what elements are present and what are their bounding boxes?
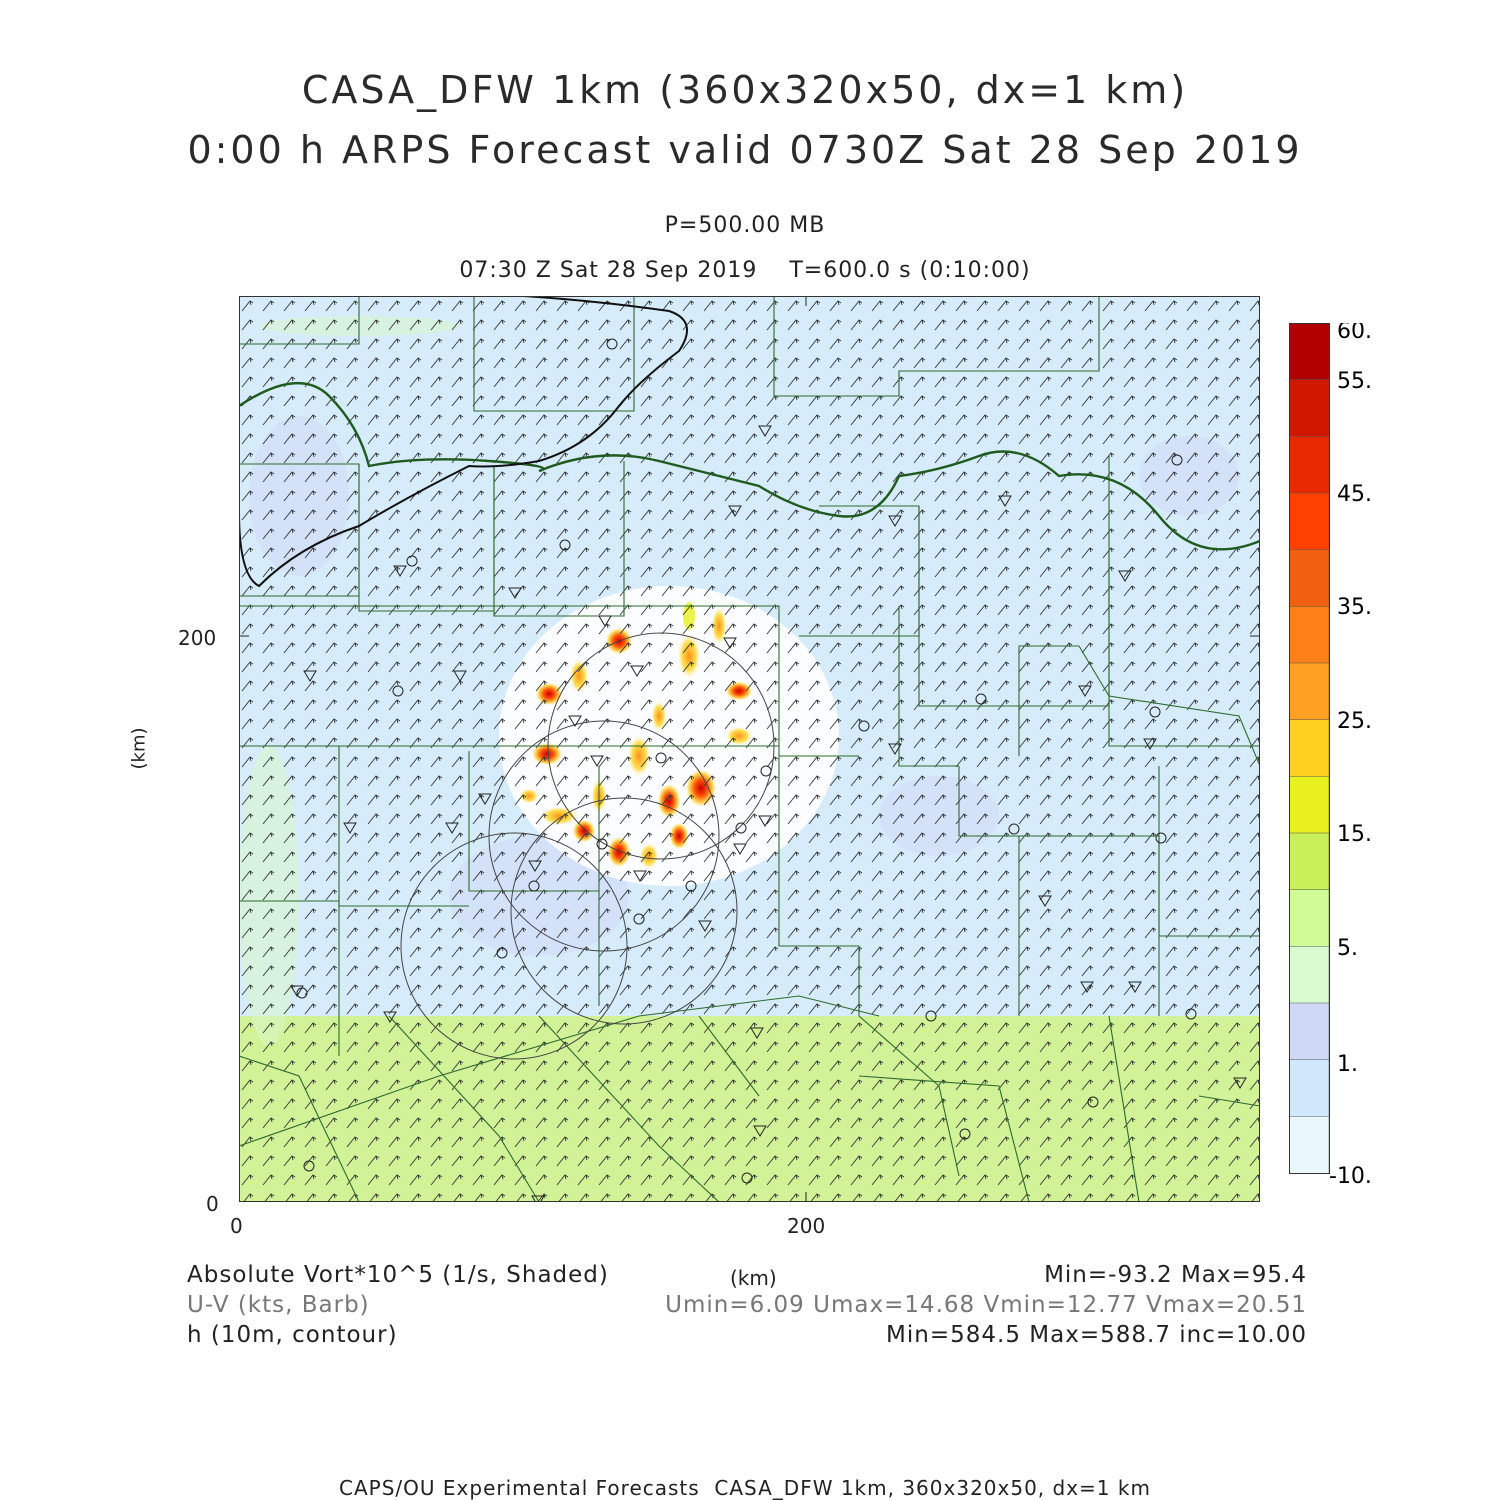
axis-ticks bbox=[239, 296, 1260, 1202]
scale-label-5: 5. bbox=[1337, 936, 1358, 961]
y-axis-label: (km) bbox=[128, 727, 150, 770]
pressure-level-label: P=500.00 MB bbox=[664, 213, 826, 238]
vorticity-map bbox=[239, 296, 1260, 1202]
legend-field3-name: h (10m, contour) bbox=[187, 1322, 398, 1348]
radar-range-rings bbox=[400, 632, 775, 1060]
valid-time-label: 07:30 Z Sat 28 Sep 2019 T=600.0 s (0:10:… bbox=[459, 258, 1031, 283]
legend-field3-stats: Min=584.5 Max=588.7 inc=10.00 bbox=[886, 1322, 1307, 1348]
station-markers bbox=[290, 338, 1247, 1202]
plot-frame bbox=[239, 296, 1260, 1202]
legend-field2-stats: Umin=6.09 Umax=14.68 Vmin=12.77 Vmax=20.… bbox=[665, 1292, 1307, 1318]
scale-label-55: 55. bbox=[1337, 369, 1372, 394]
height-contour-588 bbox=[239, 296, 688, 588]
scale-label-25: 25. bbox=[1337, 709, 1372, 734]
red-river-boundary bbox=[239, 381, 1260, 551]
x-axis-label: (km) bbox=[730, 1266, 777, 1290]
color-scale-swatch bbox=[1289, 1059, 1330, 1118]
color-scale-swatches bbox=[1289, 323, 1330, 1174]
y-tick-0: 0 bbox=[206, 1192, 219, 1216]
scale-label-1: 1. bbox=[1337, 1052, 1358, 1077]
color-scale-swatch bbox=[1289, 323, 1330, 381]
legend-field1-stats: Min=-93.2 Max=95.4 bbox=[1044, 1262, 1307, 1288]
color-scale-swatch bbox=[1289, 889, 1330, 948]
color-scale-swatch bbox=[1289, 719, 1330, 778]
scale-label-35: 35. bbox=[1337, 595, 1372, 620]
footer-credit: CAPS/OU Experimental Forecasts CASA_DFW … bbox=[339, 1476, 1151, 1500]
plot-title-line2: 0:00 h ARPS Forecast valid 0730Z Sat 28 … bbox=[187, 128, 1303, 172]
color-scale-swatch bbox=[1289, 379, 1330, 438]
scale-label-45: 45. bbox=[1337, 482, 1372, 507]
color-scale-swatch bbox=[1289, 946, 1330, 1004]
color-scale-swatch bbox=[1289, 549, 1330, 608]
x-tick-0: 0 bbox=[230, 1214, 243, 1238]
color-scale-swatch bbox=[1289, 606, 1330, 664]
color-scale-swatch bbox=[1289, 492, 1330, 551]
color-scale-swatch bbox=[1289, 436, 1330, 494]
color-scale-swatch bbox=[1289, 1116, 1330, 1174]
county-boundaries bbox=[239, 296, 1260, 1202]
plot-title-line1: CASA_DFW 1km (360x320x50, dx=1 km) bbox=[301, 68, 1189, 112]
scale-label-60: 60. bbox=[1337, 323, 1372, 344]
y-tick-200: 200 bbox=[178, 626, 217, 650]
x-tick-200: 200 bbox=[787, 1214, 826, 1238]
wind-barbs bbox=[239, 296, 1260, 1202]
legend-field1-name: Absolute Vort*10^5 (1/s, Shaded) bbox=[187, 1262, 609, 1288]
color-scale-swatch bbox=[1289, 1002, 1330, 1061]
color-scale-frame bbox=[1289, 323, 1330, 1174]
color-scale-swatch bbox=[1289, 776, 1330, 834]
color-scale-bar: 60. 55. 45. 35. 25. 15. 5. 1. -10. bbox=[1289, 323, 1372, 1188]
color-scale-swatch bbox=[1289, 832, 1330, 891]
color-scale-swatch bbox=[1289, 662, 1330, 721]
legend-field2-name: U-V (kts, Barb) bbox=[187, 1292, 370, 1318]
scale-label-15: 15. bbox=[1337, 822, 1372, 847]
scale-label-minus10: -10. bbox=[1329, 1164, 1372, 1188]
